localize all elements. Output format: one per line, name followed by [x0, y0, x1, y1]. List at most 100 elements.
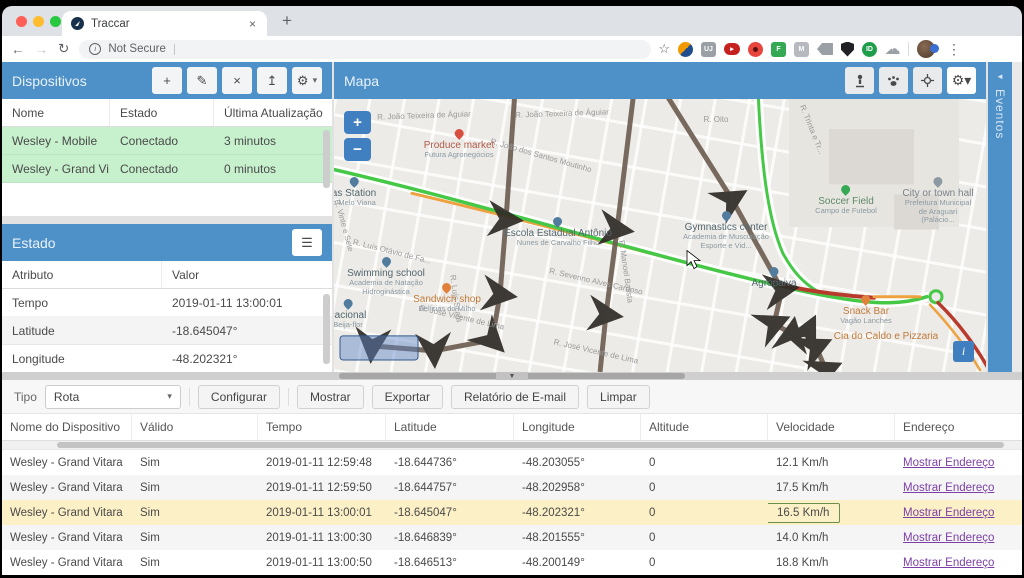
report-col-lon[interactable]: Longitude — [514, 414, 641, 440]
extension-tag-icon[interactable] — [816, 43, 833, 55]
add-device-button[interactable]: + — [152, 67, 182, 94]
state-panel-header: Estado ☰ — [2, 224, 332, 261]
state-row[interactable]: Tempo 2019-01-11 13:00:01 — [2, 289, 332, 317]
state-scrollbar[interactable] — [323, 294, 330, 364]
edit-device-button[interactable]: ✎ — [187, 67, 217, 94]
extension-cloud-icon[interactable] — [885, 42, 900, 57]
zoom-in-button[interactable]: + — [344, 111, 371, 134]
locate-button[interactable] — [913, 67, 942, 94]
state-attribute: Longitude — [12, 351, 65, 366]
state-value: -18.645047° — [172, 323, 238, 338]
state-col-atributo[interactable]: Atributo — [2, 261, 162, 288]
show-button[interactable]: Mostrar — [296, 384, 364, 409]
reload-icon[interactable]: ↻ — [58, 41, 70, 56]
report-row[interactable]: Wesley - Grand Vitara Sim 2019-01-11 12:59… — [2, 450, 1022, 475]
state-col-valor[interactable]: Valor — [172, 267, 200, 282]
report-col-valid[interactable]: Válido — [132, 414, 258, 440]
devices-col-nome[interactable]: Nome — [2, 99, 110, 126]
remove-device-button[interactable]: × — [222, 67, 252, 94]
extension-id-icon[interactable]: ID — [861, 41, 877, 57]
show-address-link[interactable]: Mostrar Endereço — [903, 531, 995, 544]
report-col-lat[interactable]: Latitude — [386, 414, 514, 440]
cell-device: Wesley - Grand Vitara — [10, 556, 123, 569]
left-column: Dispositivos + ✎ × ↥ ⚙ ▾ Nome Estado — [2, 62, 332, 372]
extension-red-circle-icon[interactable] — [747, 41, 763, 57]
state-list-button[interactable]: ☰ — [292, 229, 322, 256]
map-zoom-control: + − — [344, 111, 371, 165]
report-col-time[interactable]: Tempo — [258, 414, 386, 440]
horizontal-splitter[interactable]: ▼ — [2, 372, 1022, 380]
report-row[interactable]: Wesley - Grand Vitara Sim 2019-01-11 12:59… — [2, 475, 1022, 500]
panel-splitter[interactable] — [2, 216, 332, 224]
report-row[interactable]: Wesley - Grand Vitara Sim 2019-01-11 13:00… — [2, 525, 1022, 550]
report-type-select[interactable]: Rota ▾ — [44, 384, 181, 409]
extension-swirl-icon[interactable] — [677, 41, 693, 57]
extension-f-icon[interactable]: F — [770, 41, 786, 57]
chrome-menu-icon[interactable]: ⋮ — [946, 40, 961, 57]
send-command-button[interactable]: ↥ — [257, 67, 287, 94]
device-name: Wesley - Grand Vi... — [12, 161, 110, 176]
email-report-button[interactable]: Relatório de E-mail — [450, 384, 580, 409]
state-table-body: Tempo 2019-01-11 13:00:01 Latitude -18.6450… — [2, 289, 332, 372]
gear-icon: ⚙ — [951, 72, 965, 88]
expand-left-icon[interactable]: ◄ — [996, 72, 1004, 81]
extension-glyph: ID — [865, 45, 873, 53]
map-canvas[interactable]: R. João Teixeira de Águiar R. João Teixei… — [334, 99, 986, 372]
extension-shield-icon[interactable] — [840, 41, 854, 57]
tab-close-icon[interactable]: × — [248, 16, 256, 31]
info-icon[interactable]: i — [89, 43, 102, 55]
address-bar[interactable]: i Not Secure — [79, 39, 652, 59]
new-tab-button[interactable]: + — [282, 11, 292, 30]
extension-video-icon[interactable]: ▸ — [723, 43, 740, 55]
browser-tab[interactable]: Traccar × — [62, 11, 267, 36]
report-col-alt[interactable]: Altitude — [641, 414, 768, 440]
back-icon[interactable]: ← — [11, 41, 25, 57]
devices-col-estado[interactable]: Estado — [110, 99, 214, 126]
extension-glyph: UJ — [703, 45, 713, 53]
report-row[interactable]: Wesley - Grand Vitara Sim 2019-01-11 13:00… — [2, 550, 1022, 575]
show-address-link[interactable]: Mostrar Endereço — [903, 556, 995, 569]
cell-time: 2019-01-11 13:00:01 — [266, 506, 372, 519]
show-address-link[interactable]: Mostrar Endereço — [903, 456, 995, 469]
cell-address: Mostrar Endereço — [895, 482, 1022, 494]
follow-device-button[interactable] — [845, 67, 874, 94]
export-button[interactable]: Exportar — [371, 384, 443, 409]
show-address-link[interactable]: Mostrar Endereço — [903, 481, 995, 494]
profile-avatar[interactable] — [916, 40, 939, 58]
device-row[interactable]: Wesley - Grand Vi... Conectado 0 minutos — [2, 155, 332, 183]
cell-address: Mostrar Endereço — [895, 532, 1022, 544]
extension-m-icon[interactable]: M — [793, 41, 809, 57]
device-last-update: 3 minutos — [224, 133, 277, 148]
clear-button[interactable]: Limpar — [587, 384, 650, 409]
report-col-device[interactable]: Nome do Dispositivo — [2, 414, 132, 440]
report-hscrollbar[interactable] — [2, 441, 1022, 450]
cell-valid: Sim — [140, 506, 160, 519]
state-row[interactable]: Latitude -18.645047° — [2, 317, 332, 345]
chevron-down-icon: ▾ — [964, 72, 972, 88]
attribution-info-button[interactable]: i — [953, 341, 974, 362]
extension-uj-icon[interactable]: UJ — [700, 41, 716, 57]
state-row[interactable]: Longitude -48.202321° — [2, 345, 332, 372]
report-row[interactable]: Wesley - Grand Vitara Sim 2019-01-11 13:00… — [2, 500, 1022, 525]
collapse-bottom-handle[interactable]: ▼ — [496, 372, 528, 380]
zoom-out-button[interactable]: − — [344, 138, 371, 161]
report-hscroll-thumb[interactable] — [57, 442, 1004, 448]
report-col-speed[interactable]: Velocidade — [768, 414, 895, 440]
events-panel-collapsed[interactable]: ◄ Eventos — [988, 62, 1012, 372]
bookmark-star-icon[interactable]: ☆ — [658, 41, 670, 56]
cell-speed: 18.8 Km/h — [768, 557, 895, 569]
map-settings-button[interactable]: ⚙ ▾ — [947, 67, 976, 94]
map-panel-title: Mapa — [344, 72, 380, 89]
show-address-link[interactable]: Mostrar Endereço — [903, 506, 995, 519]
devices-settings-button[interactable]: ⚙ ▾ — [292, 67, 322, 94]
report-col-address[interactable]: Endereço — [903, 420, 955, 434]
maximize-window-button[interactable] — [50, 16, 61, 27]
configure-button[interactable]: Configurar — [197, 384, 280, 409]
devices-col-atualizacao[interactable]: Última Atualização — [224, 105, 323, 120]
devices-scrollbar[interactable] — [323, 130, 330, 188]
minimize-window-button[interactable] — [33, 16, 44, 27]
cell-speed: 14.0 Km/h — [768, 532, 895, 544]
device-row[interactable]: Wesley - Mobile Conectado 3 minutos — [2, 127, 332, 155]
show-tracks-button[interactable] — [879, 67, 908, 94]
close-window-button[interactable] — [16, 16, 27, 27]
